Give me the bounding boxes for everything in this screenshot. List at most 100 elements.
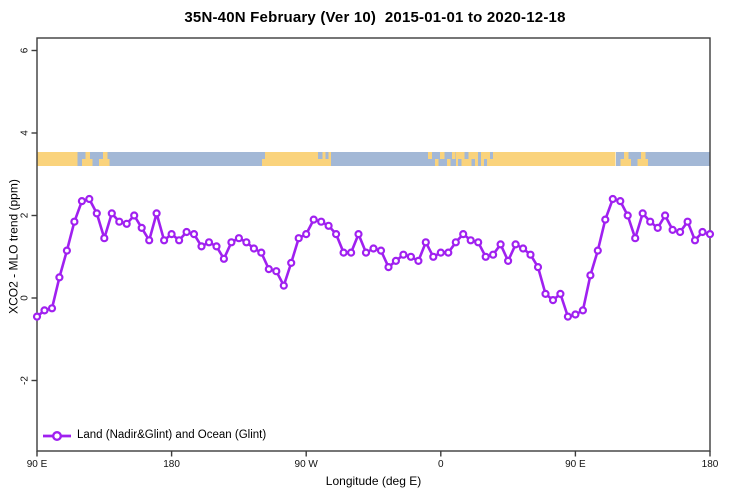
data-point-marker [481,252,490,261]
map-strip-segment-land [637,159,648,166]
data-point-marker [152,209,161,218]
map-strip-segment-ocean [325,152,329,159]
data-point-marker [384,263,393,272]
data-point-marker [623,211,632,220]
map-strip-segment-ocean [484,159,488,166]
data-point-marker [541,289,550,298]
data-point-marker [705,230,715,239]
data-point-marker [578,306,588,315]
data-point-marker [197,242,206,251]
data-point-marker [189,230,199,239]
data-point-marker [204,238,214,247]
data-point-marker [406,252,415,261]
data-point-marker [32,312,42,321]
map-strip-segment-ocean [490,152,494,159]
y-tick-label: 2 [20,212,31,218]
x-axis-ticks: 90 E 180 90 W 0 90 E 180 [27,451,719,470]
data-point-marker [638,209,647,218]
map-strip-segment-ocean [261,152,265,159]
data-point-marker [182,227,191,237]
data-point-marker [62,246,72,255]
data-point-marker [227,238,236,247]
map-strip-segment-land [496,152,616,166]
data-point-marker [526,250,535,259]
map-strip-segment-land [85,152,91,159]
data-point-marker [70,217,79,226]
plot-border [36,37,711,452]
data-point-marker [317,217,326,226]
data-point-marker [518,244,528,253]
data-point-marker [332,230,341,239]
data-point-marker [436,248,445,257]
data-point-marker [653,223,662,232]
data-point-marker [429,252,438,261]
data-point-marker [100,234,109,243]
data-point-marker [47,304,57,313]
data-point-marker [675,227,685,237]
data-point-marker [683,217,692,226]
x-tick-label: 90 E [27,459,48,470]
data-point-marker [167,230,176,239]
data-point-marker [376,246,386,255]
x-tick-label: 0 [438,459,444,470]
map-strip-segment-ocean [471,159,476,166]
data-point-marker [511,240,520,249]
data-point-marker [92,209,101,218]
data-point-marker [279,281,288,290]
data-point-markers [32,194,715,321]
data-point-marker [533,263,543,272]
legend-label: Land (Nadir&Glint) and Ocean (Glint) [77,429,267,441]
map-strip-segment-land [81,159,93,166]
map-strip-segment-ocean [648,152,710,166]
data-point-marker [690,236,700,245]
map-strip-segment-land [641,152,646,159]
chart-title: 35N-40N February (Ver 10) 2015-01-01 to … [184,9,566,26]
data-point-marker [175,236,184,245]
data-point-marker [563,312,573,321]
data-point-marker [556,289,565,298]
y-tick-label: 6 [20,47,31,53]
x-axis-label: Longitude (deg E) [325,474,422,488]
data-point-marker [85,194,94,204]
x-tick-label: 180 [702,459,719,470]
data-point-marker [324,221,333,230]
data-point-marker [593,246,602,255]
land-ocean-strip [37,152,710,166]
map-strip-segment-land [455,152,497,166]
map-strip-segment-land [37,152,78,166]
y-axis-label: XCO2 - MLO trend (ppm) [6,179,21,314]
map-strip-segment-ocean [458,159,462,166]
data-point-marker [601,215,610,224]
data-point-marker [257,248,266,257]
data-point-marker [660,211,670,220]
data-point-marker [219,254,228,263]
data-point-marker [631,234,640,243]
data-point-marker [40,306,49,315]
map-strip-segment-land [102,152,108,159]
map-strip-segment-land [261,152,331,166]
data-point-marker [489,250,498,259]
data-point-marker [616,197,625,206]
data-point-marker [249,244,258,253]
data-point-marker [55,273,64,282]
map-strip-segment-land [452,152,456,159]
data-point-marker [309,215,318,224]
data-point-marker [130,211,139,220]
data-point-marker [287,258,296,267]
data-point-marker [474,238,483,247]
data-point-marker [122,219,131,228]
data-point-marker [115,217,124,226]
data-point-marker [466,236,475,245]
data-point-marker [160,236,169,245]
data-point-marker [145,236,154,245]
data-point-marker [444,248,453,257]
y-axis-ticks: -2 0 2 4 6 [20,47,37,385]
map-strip-segment-land [620,159,631,166]
data-point-marker [586,271,595,280]
map-strip-segment-land [434,159,439,166]
data-point-marker [212,242,221,251]
data-point-marker [459,230,468,239]
data-point-marker [234,234,243,243]
data-point-marker [347,248,356,257]
y-tick-label: -2 [20,376,31,385]
